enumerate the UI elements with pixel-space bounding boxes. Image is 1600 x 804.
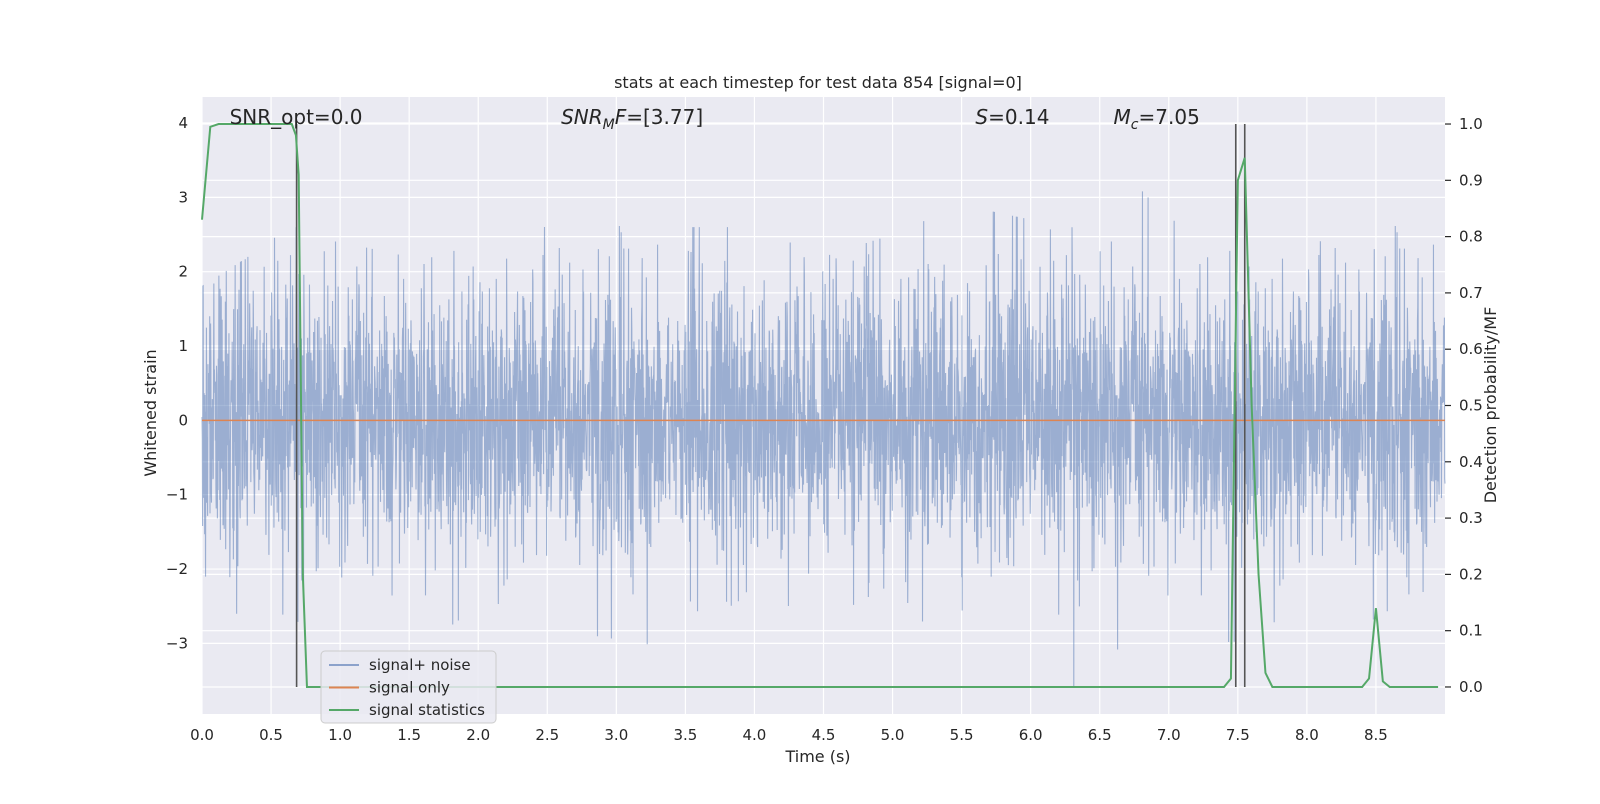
legend-label: signal+ noise (369, 656, 471, 674)
y-right-tick-label: 0.4 (1459, 453, 1483, 471)
annotation-snr-mf: SNRMF=[3.77] (561, 105, 703, 133)
x-tick-label: 6.0 (1019, 726, 1043, 744)
vertical-markers (295, 124, 1246, 687)
y-tick-label: 1 (178, 337, 188, 355)
y-right-tick-label: 0.7 (1459, 284, 1483, 302)
y-right-tick-label: 0.9 (1459, 171, 1483, 189)
x-tick-label: 4.0 (743, 726, 767, 744)
x-axis-ticks: 0.0 0.5 1.0 1.5 2.0 2.5 3.0 3.5 4.0 4.5 5.0 5.5 6.0 6… (190, 726, 1388, 744)
y-right-tick-label: 0.1 (1459, 622, 1483, 640)
annotation-snr-opt: SNR_opt=0.0 (230, 105, 363, 129)
y-axis-ticks: −3 −2 −1 0 1 2 3 4 (166, 114, 188, 652)
y-right-axis-label: Detection probability/MF (1481, 307, 1500, 504)
annotation-s-value: S=0.14 (975, 105, 1049, 129)
y-tick-label: −2 (166, 560, 188, 578)
chart-title: stats at each timestep for test data 854… (614, 73, 1022, 92)
y-tick-label: 2 (178, 263, 188, 281)
x-tick-label: 1.0 (328, 726, 352, 744)
y-right-tick-label: 0.8 (1459, 228, 1483, 246)
x-tick-label: 3.0 (604, 726, 628, 744)
annotation-mc-value: Mc=7.05 (1114, 105, 1200, 133)
x-tick-label: 1.5 (397, 726, 421, 744)
legend-label: signal only (369, 679, 450, 697)
y-right-tick-label: 0.6 (1459, 340, 1483, 358)
x-tick-label: 8.5 (1364, 726, 1388, 744)
legend-box (320, 650, 497, 724)
y-right-axis-ticks: 0.0 0.1 0.2 0.3 0.4 0.5 0.6 0.7 0.8 0.9 1.0 (1445, 115, 1483, 696)
x-tick-label: 0.5 (259, 726, 283, 744)
signal-statistics-line (201, 123, 1439, 688)
y-tick-label: 3 (178, 188, 188, 206)
legend-label: signal statistics (369, 701, 485, 719)
x-tick-label: 0.0 (190, 726, 214, 744)
x-tick-label: 2.5 (535, 726, 559, 744)
y-tick-label: 0 (178, 411, 188, 429)
y-right-tick-label: 0.3 (1459, 509, 1483, 527)
y-right-tick-label: 0.2 (1459, 565, 1483, 583)
signal-plus-noise-line (201, 191, 1446, 687)
x-tick-label: 5.0 (881, 726, 905, 744)
series-signal-plus-noise (201, 191, 1446, 687)
y-right-tick-label: 0.5 (1459, 397, 1483, 415)
annotations: SNR_opt=0.0 SNRMF=[3.77] S=0.14 Mc=7.05 (230, 105, 1200, 133)
x-tick-label: 2.0 (466, 726, 490, 744)
y-right-tick-label: 0.0 (1459, 678, 1483, 696)
y-right-tick-label: 1.0 (1459, 115, 1483, 133)
x-tick-label: 6.5 (1088, 726, 1112, 744)
y-tick-label: 4 (178, 114, 188, 132)
y-tick-label: −3 (166, 634, 188, 652)
x-tick-label: 4.5 (812, 726, 836, 744)
legend: signal+ noise signal only signal statistic… (320, 650, 497, 724)
x-axis-label: Time (s) (784, 747, 850, 766)
y-tick-label: −1 (166, 486, 188, 504)
x-tick-label: 8.0 (1295, 726, 1319, 744)
series-signal-statistics (201, 123, 1439, 688)
x-tick-label: 7.0 (1157, 726, 1181, 744)
x-tick-label: 5.5 (950, 726, 974, 744)
x-tick-label: 3.5 (673, 726, 697, 744)
y-axis-label: Whitened strain (141, 349, 160, 476)
x-tick-label: 7.5 (1226, 726, 1250, 744)
